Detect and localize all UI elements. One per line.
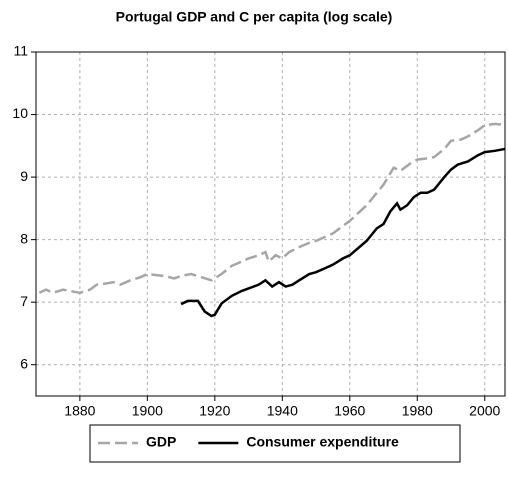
data-line: [180, 147, 506, 318]
y-tick-label: 7: [20, 293, 28, 309]
x-tick-label: 1900: [132, 403, 163, 419]
y-tick-label: 8: [20, 230, 28, 246]
legend-label: GDP: [146, 434, 176, 450]
y-tick-label: 9: [20, 168, 28, 184]
y-tick-label: 6: [20, 355, 28, 371]
x-tick-label: 1880: [64, 403, 95, 419]
x-tick-label: 1940: [267, 403, 298, 419]
x-tick-label: 2000: [469, 403, 500, 419]
y-tick-label: 11: [13, 43, 28, 59]
x-tick-label: 1920: [199, 403, 230, 419]
plot-frame: [35, 51, 506, 397]
x-tick-label: 1980: [402, 403, 433, 419]
y-tick-label: 10: [12, 105, 28, 121]
x-tick-label: 1960: [334, 403, 365, 419]
chart-title: Portugal GDP and C per capita (log scale…: [116, 9, 393, 25]
legend-box: [89, 424, 461, 463]
legend-label: Consumer expenditure: [246, 434, 399, 450]
data-line: [38, 122, 502, 295]
